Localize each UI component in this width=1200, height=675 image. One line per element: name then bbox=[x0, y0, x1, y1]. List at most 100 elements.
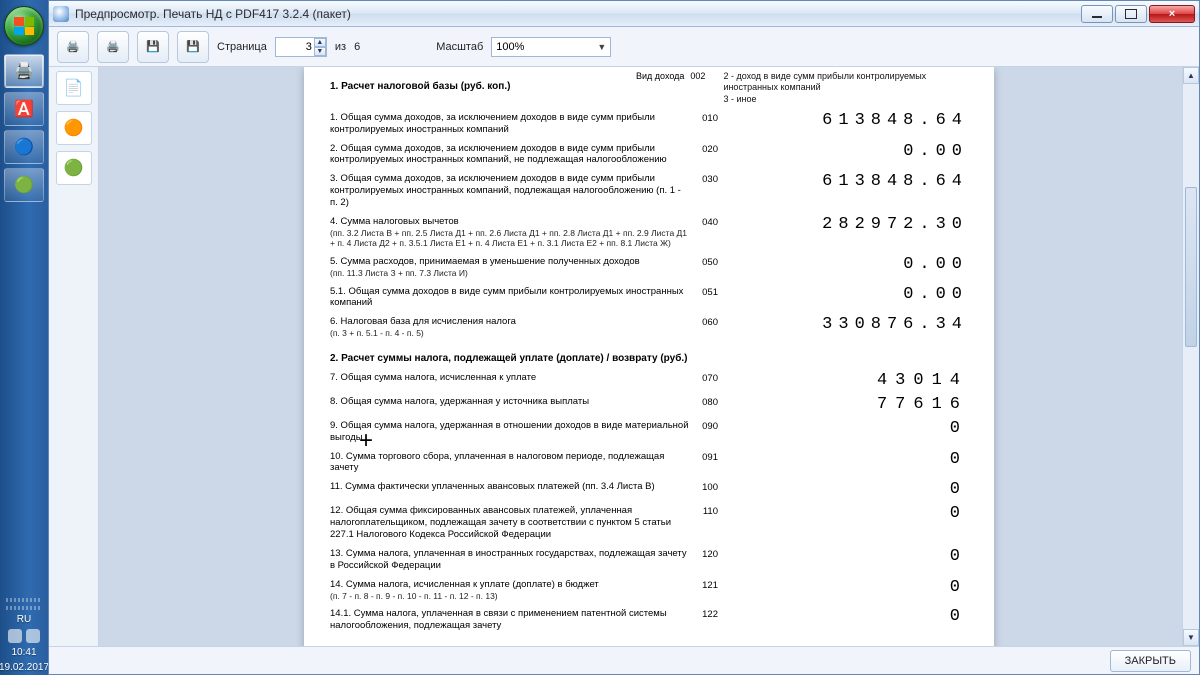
page-spinner[interactable]: ▲▼ bbox=[275, 37, 327, 57]
row-desc: 7. Общая сумма налога, исчисленная к упл… bbox=[330, 372, 690, 384]
print-button[interactable]: 🖨️ bbox=[97, 31, 129, 63]
tray-icons[interactable] bbox=[8, 629, 40, 643]
row-desc-small: (п. 3 + п. 5.1 - п. 4 - п. 5) bbox=[330, 328, 690, 339]
scroll-thumb[interactable] bbox=[1185, 187, 1197, 347]
row-desc: 2. Общая сумма доходов, за исключением д… bbox=[330, 143, 690, 167]
row-code: 120 bbox=[690, 548, 724, 560]
row-desc: 1. Общая сумма доходов, за исключением д… bbox=[330, 112, 690, 136]
side-tile-1[interactable]: 📄 bbox=[56, 71, 92, 105]
row-desc: 9. Общая сумма налога, удержанная в отно… bbox=[330, 420, 690, 444]
row-desc: 4. Сумма налоговых вычетов(пп. 3.2 Листа… bbox=[330, 216, 690, 249]
spin-down[interactable]: ▼ bbox=[314, 47, 326, 56]
scale-label: Масштаб bbox=[436, 41, 483, 53]
side-tile-2[interactable]: 🟠 bbox=[56, 111, 92, 145]
form-row: 14.1. Сумма налога, уплаченная в связи с… bbox=[330, 608, 968, 632]
tray-language[interactable]: RU bbox=[17, 614, 31, 625]
taskbar-app-2[interactable]: 🅰️ bbox=[4, 92, 44, 126]
taskbar-app-4[interactable]: 🟢 bbox=[4, 168, 44, 202]
row-desc: 10. Сумма торгового сбора, уплаченная в … bbox=[330, 451, 690, 475]
taskbar-app-preview[interactable]: 🖨️ bbox=[4, 54, 44, 88]
form-row: 5. Сумма расходов, принимаемая в уменьше… bbox=[330, 256, 968, 279]
of-label: из bbox=[335, 41, 346, 53]
header-note-2: 2 - доход в виде сумм прибыли контролиру… bbox=[723, 71, 968, 94]
taskbar-app-3[interactable]: 🔵 bbox=[4, 130, 44, 164]
row-desc: 14. Сумма налога, исчисленная к уплате (… bbox=[330, 579, 690, 602]
window-title: Предпросмотр. Печать НД с PDF417 3.2.4 (… bbox=[75, 7, 1079, 21]
row-value: 43014 bbox=[724, 372, 968, 389]
titlebar[interactable]: Предпросмотр. Печать НД с PDF417 3.2.4 (… bbox=[49, 1, 1199, 27]
tray-date: 19.02.2017 bbox=[0, 662, 49, 673]
form-row: 13. Сумма налога, уплаченная в иностранн… bbox=[330, 548, 968, 572]
scroll-down-button[interactable]: ▼ bbox=[1183, 629, 1199, 646]
row-value: 77616 bbox=[724, 396, 968, 413]
row-code: 030 bbox=[690, 173, 724, 185]
row-code: 091 bbox=[690, 451, 724, 463]
save-all-button[interactable]: 💾 bbox=[177, 31, 209, 63]
tray-grip-2 bbox=[6, 606, 42, 610]
side-tile-3[interactable]: 🟢 bbox=[56, 151, 92, 185]
form-row: 8. Общая сумма налога, удержанная у исто… bbox=[330, 396, 968, 413]
row-code: 051 bbox=[690, 286, 724, 298]
row-code: 100 bbox=[690, 481, 724, 493]
system-taskbar: 🖨️ 🅰️ 🔵 🟢 RU 10:41 19.02.2017 bbox=[0, 0, 48, 675]
row-code: 090 bbox=[690, 420, 724, 432]
form-row: 4. Сумма налоговых вычетов(пп. 3.2 Листа… bbox=[330, 216, 968, 249]
tray-time[interactable]: 10:41 bbox=[11, 647, 36, 658]
row-desc: 5.1. Общая сумма доходов в виде сумм при… bbox=[330, 286, 690, 310]
row-value: 0 bbox=[724, 579, 968, 596]
row-code: 050 bbox=[690, 256, 724, 268]
row-desc: 6. Налоговая база для исчисления налога(… bbox=[330, 316, 690, 339]
row-value: 282972.30 bbox=[724, 216, 968, 233]
vid-dohoda-code: 002 bbox=[690, 71, 705, 81]
bottom-bar: ЗАКРЫТЬ bbox=[49, 646, 1199, 674]
close-button[interactable]: ЗАКРЫТЬ bbox=[1110, 650, 1191, 672]
window-maximize-button[interactable] bbox=[1115, 5, 1147, 23]
section2-title: 2. Расчет суммы налога, подлежащей уплат… bbox=[330, 353, 968, 364]
scale-select[interactable]: 100% ▼ bbox=[491, 37, 611, 57]
scroll-up-button[interactable]: ▲ bbox=[1183, 67, 1199, 84]
scale-value: 100% bbox=[496, 41, 524, 53]
section1-title: 1. Расчет налоговой базы (руб. коп.) bbox=[330, 81, 630, 92]
window-close-button[interactable]: × bbox=[1149, 5, 1195, 23]
form-row: 2. Общая сумма доходов, за исключением д… bbox=[330, 143, 968, 167]
form-row: 3. Общая сумма доходов, за исключением д… bbox=[330, 173, 968, 209]
app-window: Предпросмотр. Печать НД с PDF417 3.2.4 (… bbox=[48, 0, 1200, 675]
form-row: 10. Сумма торгового сбора, уплаченная в … bbox=[330, 451, 968, 475]
row-code: 122 bbox=[690, 608, 724, 620]
preview-area[interactable]: + 1. Расчет налоговой базы (руб. коп.) В… bbox=[99, 67, 1199, 646]
form-row: 12. Общая сумма фиксированных авансовых … bbox=[330, 505, 968, 541]
row-desc-small: (пп. 11.3 Листа З + пп. 7.3 Листа И) bbox=[330, 268, 690, 279]
form-row: 6. Налоговая база для исчисления налога(… bbox=[330, 316, 968, 339]
row-desc: 5. Сумма расходов, принимаемая в уменьше… bbox=[330, 256, 690, 279]
form-row: 5.1. Общая сумма доходов в виде сумм при… bbox=[330, 286, 968, 310]
save-button[interactable]: 💾 bbox=[137, 31, 169, 63]
row-code: 070 bbox=[690, 372, 724, 384]
row-value: 0 bbox=[724, 451, 968, 468]
cursor-crosshair-icon: + bbox=[359, 427, 373, 455]
row-value: 330876.34 bbox=[724, 316, 968, 333]
page-label: Страница bbox=[217, 41, 267, 53]
vertical-scrollbar[interactable]: ▲ ▼ bbox=[1182, 67, 1199, 646]
chevron-down-icon: ▼ bbox=[597, 42, 606, 52]
row-value: 0 bbox=[724, 420, 968, 437]
row-desc: 14.1. Сумма налога, уплаченная в связи с… bbox=[330, 608, 690, 632]
form-row: 9. Общая сумма налога, удержанная в отно… bbox=[330, 420, 968, 444]
form-row: 14. Сумма налога, исчисленная к уплате (… bbox=[330, 579, 968, 602]
row-value: 0 bbox=[724, 608, 968, 625]
app-icon bbox=[53, 6, 69, 22]
row-value: 0 bbox=[724, 505, 968, 522]
window-minimize-button[interactable] bbox=[1081, 5, 1113, 23]
row-desc: 12. Общая сумма фиксированных авансовых … bbox=[330, 505, 690, 541]
form-row: 1. Общая сумма доходов, за исключением д… bbox=[330, 112, 968, 136]
form-row: 11. Сумма фактически уплаченных авансовы… bbox=[330, 481, 968, 498]
row-code: 020 bbox=[690, 143, 724, 155]
toolbar: 🖨️ 🖨️ 💾 💾 Страница ▲▼ из 6 Масштаб 100% … bbox=[49, 27, 1199, 67]
row-desc: 11. Сумма фактически уплаченных авансовы… bbox=[330, 481, 690, 493]
form-row: 7. Общая сумма налога, исчисленная к упл… bbox=[330, 372, 968, 389]
print-setup-button[interactable]: 🖨️ bbox=[57, 31, 89, 63]
row-code: 010 bbox=[690, 112, 724, 124]
vid-dohoda-label: Вид дохода bbox=[636, 71, 684, 81]
start-button[interactable] bbox=[4, 6, 44, 46]
total-pages: 6 bbox=[354, 41, 360, 53]
spin-up[interactable]: ▲ bbox=[314, 38, 326, 47]
